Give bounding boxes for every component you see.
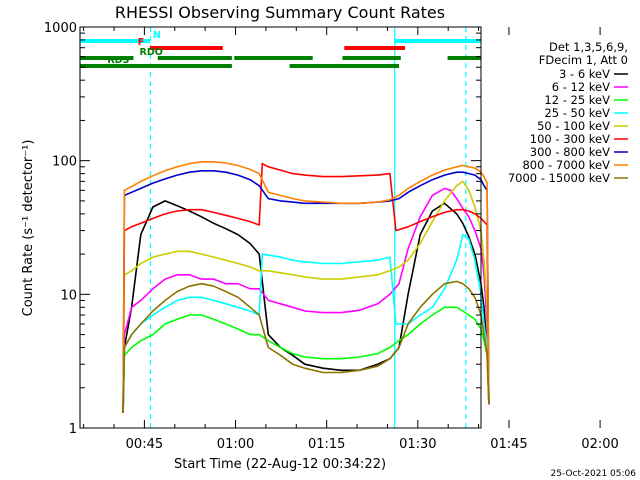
x-tick-label-3: 01:30: [399, 437, 436, 452]
y-tick-label-1: 100: [52, 155, 77, 170]
legend-entry-3: 25 - 50 keV: [544, 106, 610, 120]
footer-timestamp: 25-Oct-2021 05:06: [551, 469, 637, 479]
legend-entry-5: 100 - 300 keV: [530, 132, 610, 146]
flag-label-n: N: [153, 30, 161, 41]
y-axis: 1000 100 10 1: [44, 21, 481, 437]
x-axis-label: Start Time (22-Aug-12 00:34:22): [174, 457, 386, 472]
legend-entry-6: 300 - 800 keV: [530, 145, 610, 159]
series-line-2: [122, 306, 490, 413]
x-axis: 00:45 01:00 01:15 01:30 01:45 02:00: [83, 27, 619, 452]
series-line-8: [122, 280, 490, 413]
series-lines: [122, 161, 490, 413]
legend-entry-1: 6 - 12 keV: [552, 80, 610, 94]
legend-entry-2: 12 - 25 keV: [544, 93, 610, 107]
series-line-3: [122, 233, 490, 413]
flag-bars: [80, 39, 481, 68]
y-tick-label-0: 1000: [44, 21, 77, 36]
legend: Det 1,3,5,6,9,FDecim 1, Att 03 - 6 keV6 …: [508, 40, 628, 185]
x-tick-label-5: 02:00: [581, 437, 618, 452]
legend-entry-0: 3 - 6 keV: [559, 67, 610, 81]
plot-area: [79, 26, 482, 429]
x-tick-label-2: 01:15: [308, 437, 345, 452]
series-line-6: [122, 170, 490, 413]
series-line-4: [122, 180, 490, 413]
flag-label-rdo: RDO: [140, 47, 163, 58]
x-tick-label-1: 01:00: [217, 437, 254, 452]
y-axis-label: Count Rate (s⁻¹ detector⁻¹): [21, 140, 36, 317]
x-tick-label-0: 00:45: [126, 437, 163, 452]
legend-entry-4: 50 - 100 keV: [537, 119, 610, 133]
flag-label-rds: RDS: [107, 55, 129, 66]
chart-title: RHESSI Observing Summary Count Rates: [115, 3, 445, 22]
series-line-7: [122, 161, 490, 413]
x-tick-label-4: 01:45: [490, 437, 527, 452]
legend-header-1: FDecim 1, Att 0: [539, 53, 628, 67]
flag-label-f: F: [138, 37, 145, 48]
series-line-5: [122, 162, 490, 413]
legend-entry-8: 7000 - 15000 keV: [508, 171, 610, 185]
legend-header-0: Det 1,3,5,6,9,: [549, 40, 628, 54]
legend-entry-7: 800 - 7000 keV: [522, 158, 610, 172]
series-line-1: [122, 187, 490, 413]
series-line-0: [122, 200, 490, 413]
y-tick-label-3: 1: [69, 422, 77, 437]
y-tick-label-2: 10: [60, 288, 77, 303]
